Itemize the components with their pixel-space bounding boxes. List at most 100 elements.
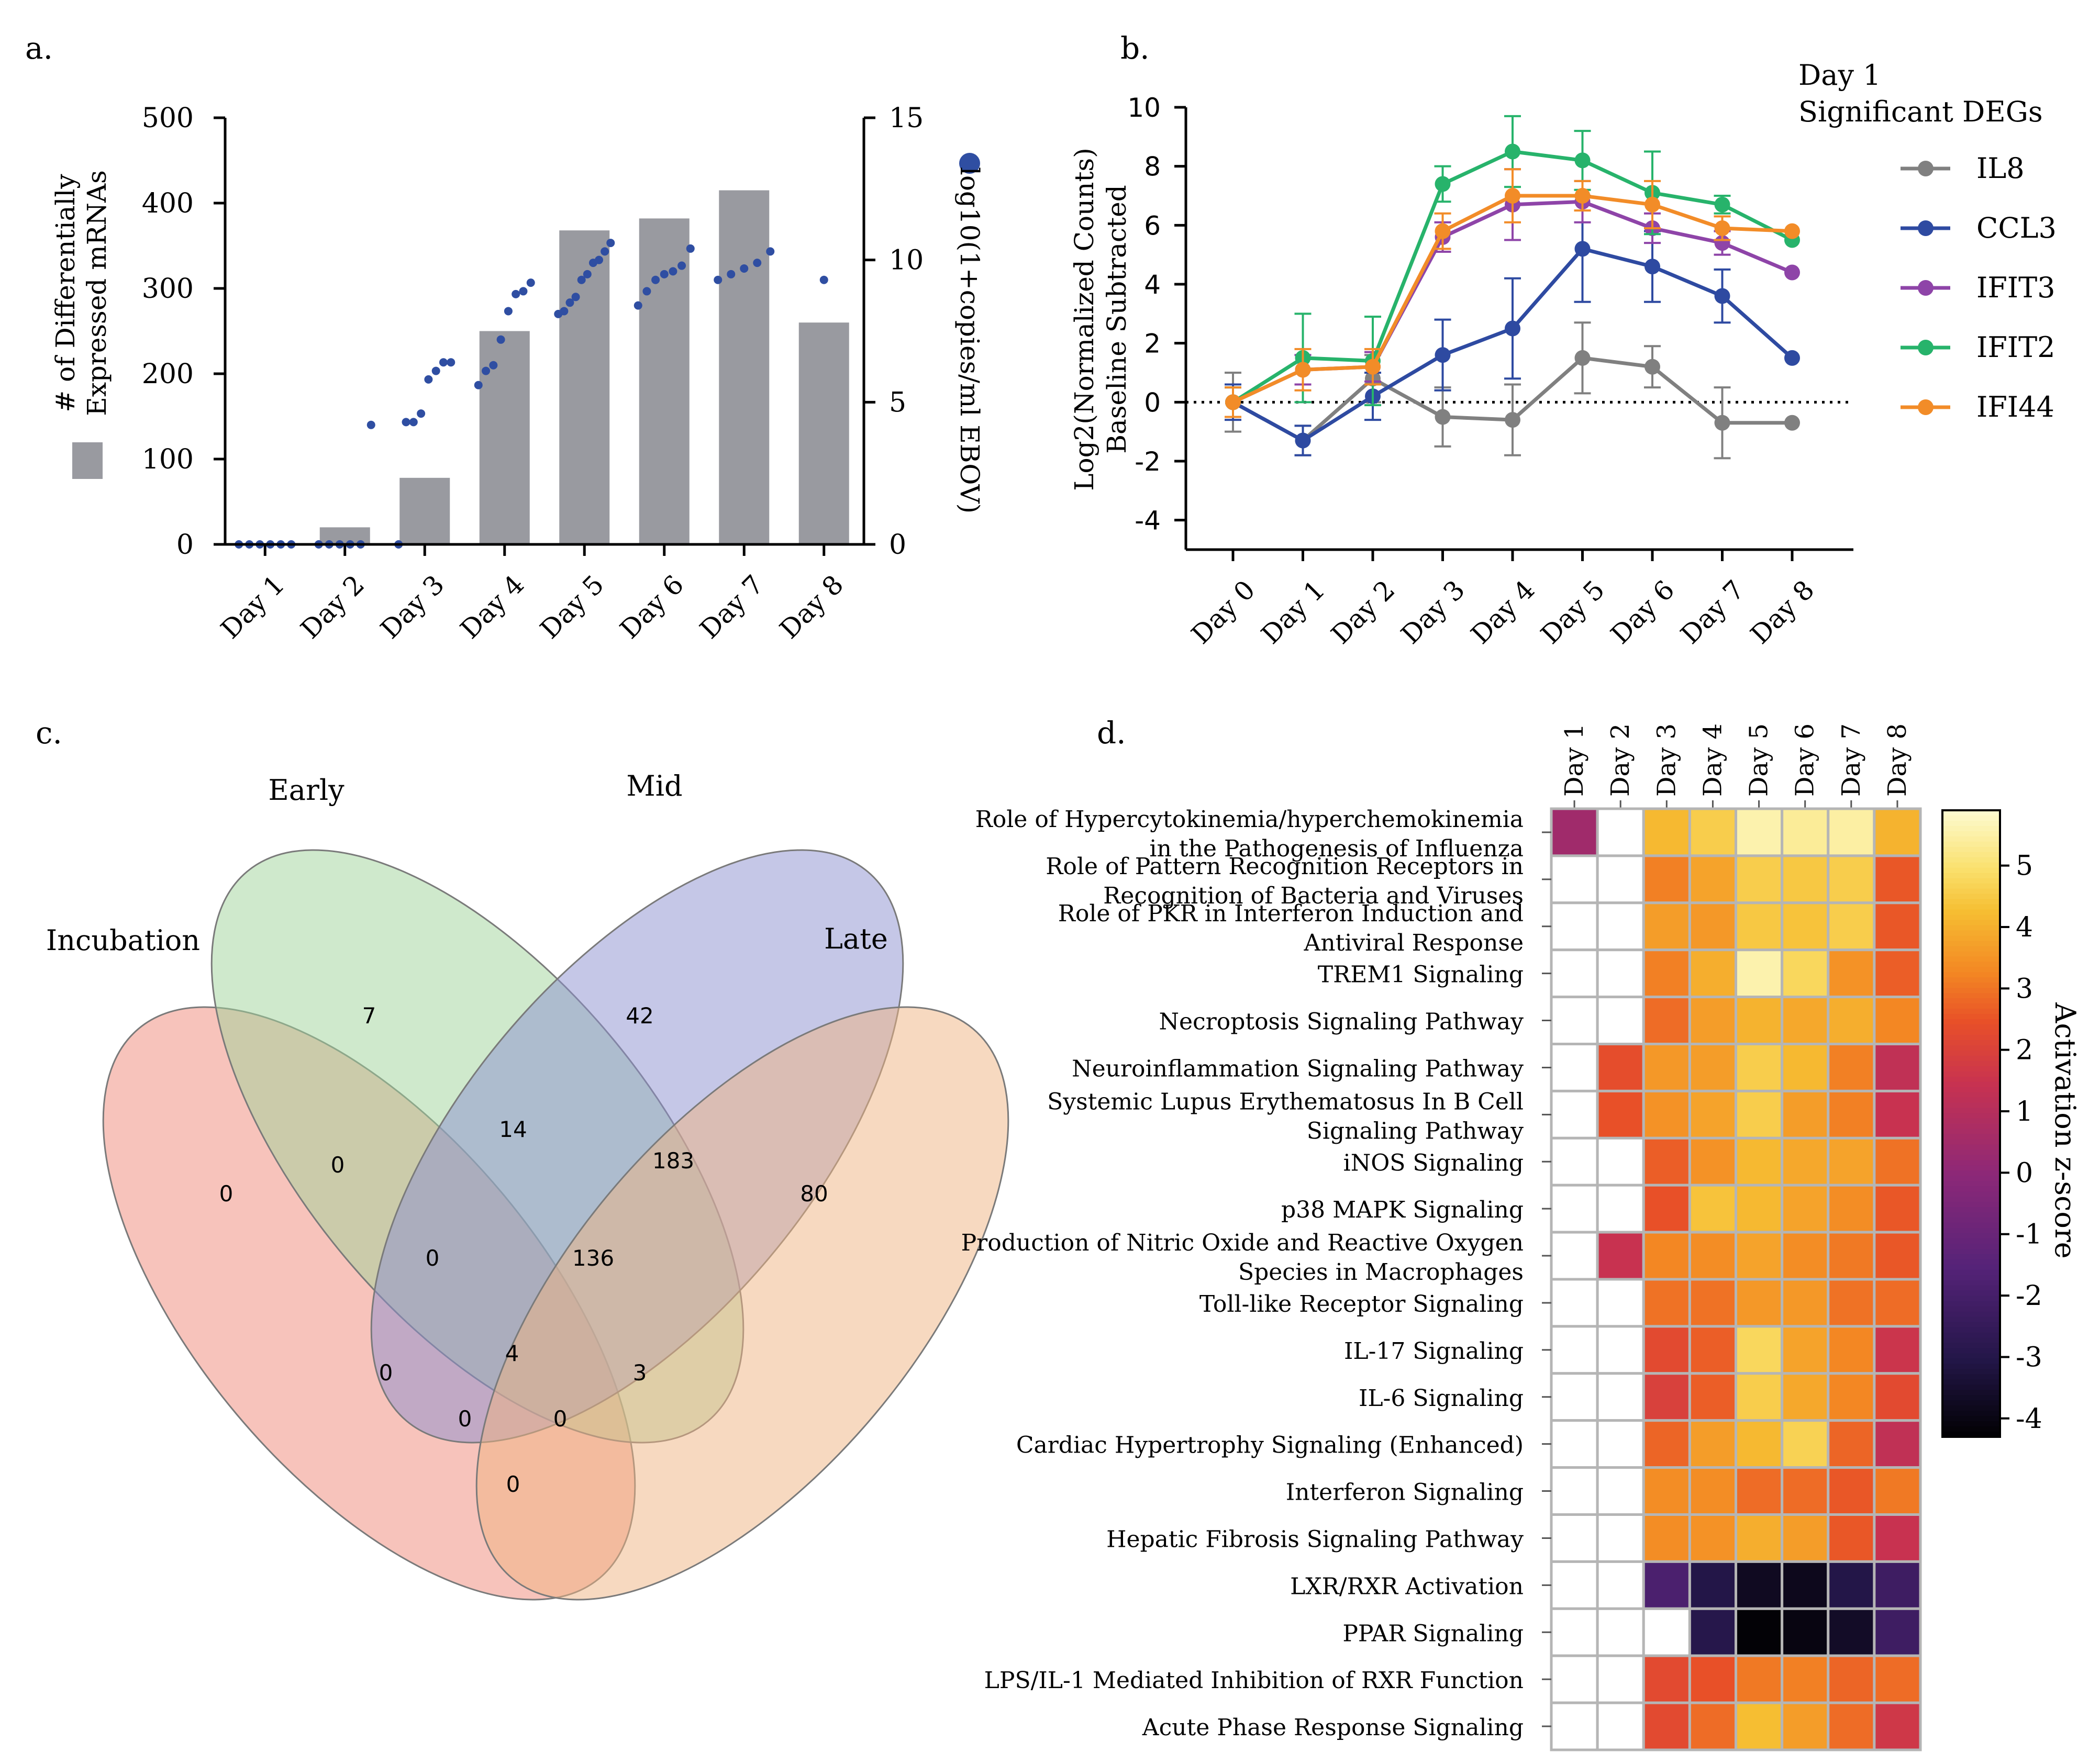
- colorbar-segment: [1942, 1358, 2000, 1365]
- scatter-point: [634, 301, 642, 310]
- heatmap-cell: [1550, 1278, 1599, 1328]
- colorbar-segment: [1942, 1118, 2000, 1124]
- venn-set-label: Early: [268, 774, 345, 807]
- heatmap-cell: [1781, 1043, 1830, 1092]
- scatter-point: [474, 381, 483, 389]
- panel-label-a: a.: [25, 30, 53, 66]
- heatmap-cell: [1827, 1325, 1876, 1375]
- colorbar-segment: [1942, 1248, 2000, 1255]
- heatmap-cell: [1642, 1278, 1691, 1328]
- scatter-point: [431, 366, 440, 375]
- colorbar-segment: [1942, 888, 2000, 895]
- heatmap-row-label: Signaling Pathway: [1307, 1118, 1524, 1144]
- heatmap-row-label: Cardiac Hypertrophy Signaling (Enhanced): [1016, 1432, 1524, 1459]
- colorbar-segment: [1942, 1233, 2000, 1239]
- heatmap-row-label: Species in Macrophages: [1238, 1259, 1524, 1286]
- heatmap-cell: [1596, 854, 1645, 905]
- colorbar-segment: [1942, 1337, 2000, 1344]
- heatmap-cell: [1827, 901, 1876, 952]
- heatmap-cell: [1781, 1607, 1830, 1657]
- heatmap-cell: [1642, 1372, 1691, 1422]
- colorbar-segment: [1942, 1306, 2000, 1312]
- y-tick-label: 300: [142, 273, 194, 305]
- data-point: [1574, 350, 1591, 366]
- data-point: [1645, 359, 1660, 375]
- heatmap-cell: [1735, 1184, 1784, 1234]
- heatmap-cell: [1827, 1278, 1876, 1328]
- venn-region-count: 4: [505, 1341, 519, 1366]
- venn-set-label: Incubation: [46, 924, 200, 957]
- venn-region-count: 3: [633, 1360, 647, 1386]
- scatter-point: [417, 409, 426, 418]
- heatmap-cell: [1827, 1419, 1876, 1469]
- heatmap-cell: [1642, 1325, 1691, 1375]
- heatmap-cell: [1596, 996, 1645, 1045]
- colorbar-segment: [1942, 1160, 2000, 1166]
- data-point: [1435, 409, 1451, 425]
- heatmap-column-label: Day 4: [1698, 723, 1727, 797]
- scatter-point: [606, 239, 615, 248]
- x-tick-label: Day 4: [1465, 574, 1540, 650]
- colorbar-segment: [1942, 883, 2000, 889]
- colorbar-segment: [1942, 1197, 2000, 1203]
- colorbar-segment: [1942, 841, 2000, 847]
- heatmap-cell: [1873, 1136, 1922, 1187]
- heatmap-cell: [1642, 1560, 1691, 1610]
- colorbar-segment: [1942, 1290, 2000, 1297]
- data-point: [1505, 412, 1520, 428]
- heatmap-cell: [1735, 901, 1784, 952]
- y-tick-label: -4: [1135, 506, 1161, 536]
- heatmap-cell: [1688, 1325, 1737, 1375]
- venn-region-count: 0: [426, 1245, 440, 1271]
- heatmap-cell: [1781, 1654, 1830, 1704]
- heatmap-cell: [1596, 1560, 1645, 1610]
- colorbar-segment: [1942, 1123, 2000, 1130]
- data-point: [1574, 152, 1591, 169]
- y-tick-label: -2: [1135, 446, 1161, 477]
- heatmap-cell: [1550, 1325, 1599, 1375]
- heatmap-cell: [1642, 996, 1691, 1045]
- y-tick-label: 0: [176, 529, 194, 561]
- venn-region-count: 80: [800, 1181, 828, 1207]
- heatmap-cell: [1735, 1419, 1784, 1469]
- heatmap-cell: [1873, 1372, 1922, 1422]
- heatmap-row-label: p38 MAPK Signaling: [1281, 1197, 1524, 1223]
- heatmap-cell: [1873, 1466, 1922, 1516]
- colorbar-segment: [1942, 1087, 2000, 1093]
- heatmap-cell: [1827, 1654, 1876, 1704]
- y-tick-label: 4: [1144, 270, 1161, 300]
- heatmap-cell: [1550, 1043, 1599, 1092]
- heatmap-cell: [1596, 948, 1645, 999]
- data-point: [1225, 394, 1241, 410]
- colorbar-tick-label: 2: [2016, 1035, 2033, 1066]
- heatmap-cell: [1642, 1466, 1691, 1516]
- legend-marker: [1918, 280, 1934, 296]
- colorbar-segment: [1942, 1385, 2000, 1391]
- colorbar-segment: [1942, 1311, 2000, 1318]
- heatmap-row-label: Toll-like Receptor Signaling: [1199, 1291, 1524, 1318]
- colorbar-segment: [1942, 1254, 2000, 1260]
- heatmap-cell: [1596, 1654, 1645, 1704]
- y-tick-label: 400: [142, 188, 194, 219]
- colorbar-segment: [1942, 1144, 2000, 1151]
- heatmap-cell: [1642, 1184, 1691, 1234]
- colorbar-segment: [1942, 1353, 2000, 1359]
- scatter-point: [753, 259, 762, 267]
- venn-region-count: 0: [219, 1181, 234, 1207]
- heatmap-row-label: Recognition of Bacteria and Viruses: [1103, 883, 1524, 909]
- heatmap-row-label: Systemic Lupus Erythematosus In B Cell: [1047, 1088, 1524, 1115]
- heatmap-cell: [1550, 1701, 1599, 1751]
- colorbar-segment: [1942, 1259, 2000, 1265]
- heatmap-cell: [1596, 807, 1645, 857]
- colorbar-segment: [1942, 1050, 2000, 1056]
- heatmap-cell: [1596, 1701, 1645, 1751]
- scatter-point: [489, 361, 498, 370]
- heatmap-cell: [1688, 1184, 1737, 1234]
- heatmap-cell: [1642, 1513, 1691, 1563]
- heatmap-cell: [1688, 854, 1737, 905]
- venn-region-count: 0: [458, 1406, 472, 1432]
- heatmap-cell: [1550, 1184, 1599, 1234]
- colorbar-segment: [1942, 1207, 2000, 1213]
- heatmap-cell: [1827, 1560, 1876, 1610]
- scatter-point: [560, 307, 569, 316]
